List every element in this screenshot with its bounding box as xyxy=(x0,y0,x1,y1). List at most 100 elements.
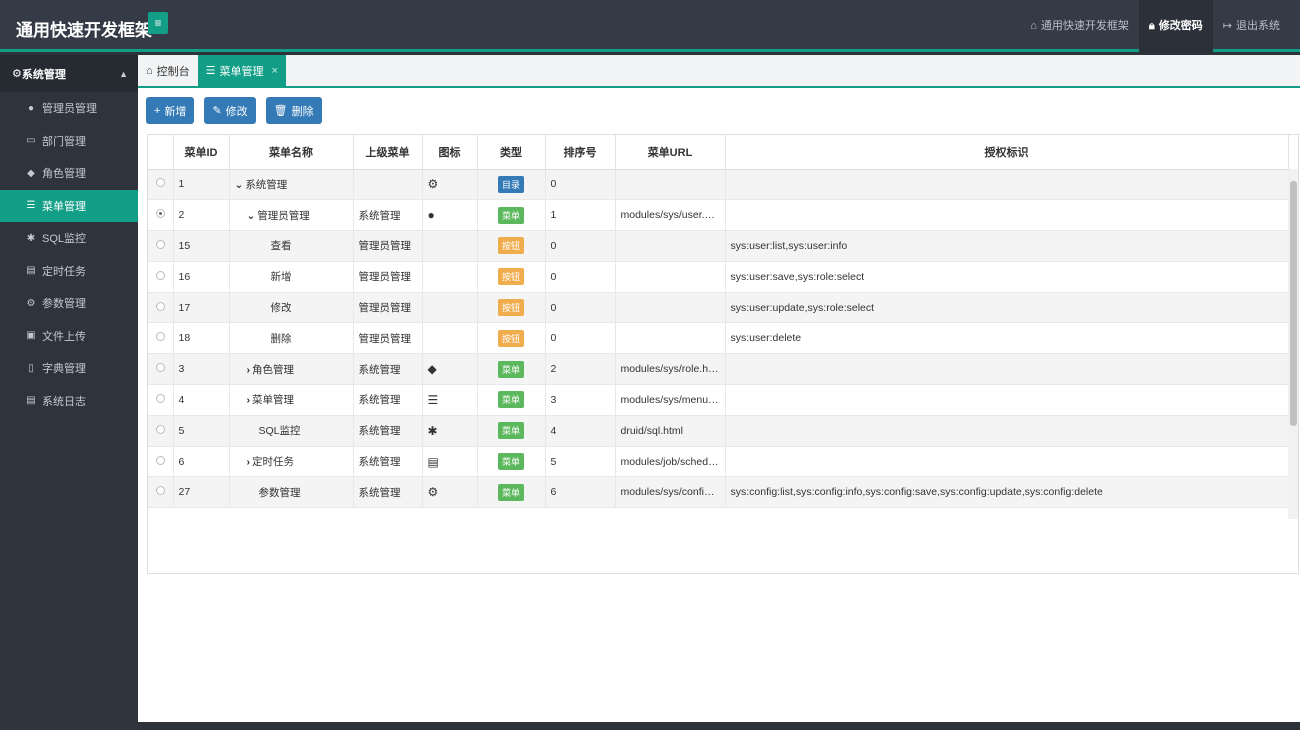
chevron-down-icon[interactable]: ⌄ xyxy=(246,209,256,222)
table-header[interactable]: 上级菜单 xyxy=(353,135,423,170)
cell-order: 2 xyxy=(545,353,616,386)
table-row[interactable]: 4 › 菜单管理 系统管理 ☰ 菜单 3 modules/sys/menu.h... xyxy=(148,384,1289,416)
row-select[interactable] xyxy=(148,199,174,232)
sidebar-item-log[interactable]: ▤ 系统日志 xyxy=(26,395,86,408)
app-brand[interactable]: 通用快速开发框架 xyxy=(16,21,152,41)
edit-icon: ✎ xyxy=(212,105,222,117)
gear-icon: ⚙ xyxy=(26,297,36,309)
chevron-right-icon[interactable]: › xyxy=(246,394,251,407)
list-icon: ☰ xyxy=(427,392,439,407)
row-select[interactable] xyxy=(148,322,174,355)
radio-button[interactable] xyxy=(155,486,165,496)
table-header[interactable]: 图标 xyxy=(422,135,478,170)
table-row[interactable]: 18 删除 管理员管理 按钮 0 sys:user:delete xyxy=(148,322,1289,355)
vertical-scrollbar[interactable] xyxy=(1288,169,1298,519)
table-header[interactable]: 类型 xyxy=(477,135,546,170)
radio-button[interactable] xyxy=(155,455,165,465)
radio-button[interactable] xyxy=(155,301,165,311)
cell-perms xyxy=(725,384,1289,416)
file-image-icon: ▣ xyxy=(26,330,36,342)
sidebar-group-system[interactable]: ⚙ 系统管理 ▲ xyxy=(0,55,138,92)
sidebar-item-dict[interactable]: ▯ 字典管理 xyxy=(0,352,138,385)
row-select[interactable] xyxy=(148,292,174,324)
chevron-right-icon[interactable]: › xyxy=(246,363,251,376)
cell-icon xyxy=(422,292,478,324)
bug-icon: ✱ xyxy=(26,232,36,244)
table-header[interactable]: 排序号 xyxy=(545,135,616,170)
edit-button[interactable]: ✎ 修改 xyxy=(204,97,256,124)
table-row[interactable]: 5 SQL监控 系统管理 ✱ 菜单 4 druid/sql.html xyxy=(148,415,1289,447)
user-icon: ● xyxy=(27,102,35,114)
sidebar-item-menu[interactable]: ☰ 菜单管理 xyxy=(0,189,138,222)
sidebar-item-admin[interactable]: ● 管理员管理 xyxy=(0,92,138,125)
sidebar-item-sql[interactable]: ✱ SQL监控 xyxy=(26,232,87,246)
cell-order: 0 xyxy=(545,292,616,324)
delete-button[interactable]: 🗑︎ 删除 xyxy=(265,97,322,124)
cell-parent xyxy=(353,169,423,201)
radio-button[interactable] xyxy=(155,393,165,403)
top-link-change-password[interactable]: 🔒︎ 修改密码 xyxy=(1138,0,1213,52)
cell-perms: sys:user:delete xyxy=(725,322,1289,355)
type-badge: 按钮 xyxy=(497,268,524,286)
cell-id: 16 xyxy=(173,261,230,293)
sidebar-item-dept[interactable]: ▭ 部门管理 xyxy=(26,135,86,148)
top-link-logout[interactable]: ↦ 退出系统 xyxy=(1213,0,1290,52)
cell-perms: sys:user:list,sys:user:info xyxy=(725,230,1289,262)
radio-button[interactable] xyxy=(155,178,165,188)
table-header[interactable]: 菜单ID xyxy=(173,135,230,170)
close-icon[interactable]: × xyxy=(271,64,278,77)
main-content: ⌂ 控制台 ☰ 菜单管理 × + 新增 ✎ 修改 🗑︎ 删除 菜单ID 菜单名称 上级菜单 … xyxy=(138,55,1300,722)
radio-button[interactable] xyxy=(155,209,165,219)
table-header[interactable]: 菜单URL xyxy=(615,135,726,170)
table-row[interactable]: 15 查看 管理员管理 按钮 0 sys:user:list,sys:user:info xyxy=(148,230,1289,262)
radio-button[interactable] xyxy=(155,424,165,434)
row-select[interactable] xyxy=(148,384,174,416)
table-row[interactable]: 1 ⌄ 系统管理 ⚙ 目录 0 xyxy=(148,169,1289,201)
tasks-icon: ▤ xyxy=(26,265,36,277)
table-header[interactable]: 授权标识 xyxy=(725,135,1289,170)
cell-name: SQL监控 xyxy=(229,415,354,447)
table-row[interactable]: 2 ⌄ 管理员管理 系统管理 ● 菜单 1 modules/sys/user.html xyxy=(148,199,1289,232)
sidebar-item-tasks[interactable]: ▤ 定时任务 xyxy=(26,265,86,278)
radio-button[interactable] xyxy=(155,363,165,373)
add-button[interactable]: + 新增 xyxy=(146,97,195,124)
file-icon: ▭ xyxy=(26,135,36,147)
table-header[interactable]: 菜单名称 xyxy=(229,135,354,170)
bug-icon: ✱ xyxy=(427,423,438,438)
cell-url: modules/sys/role.html xyxy=(615,353,726,386)
chevron-right-icon[interactable]: › xyxy=(246,456,251,469)
cell-url: modules/sys/config.... xyxy=(615,476,726,509)
chevron-down-icon[interactable]: ⌄ xyxy=(234,178,244,191)
cell-parent: 系统管理 xyxy=(353,415,423,447)
sidebar-item-upload[interactable]: ▣ 文件上传 xyxy=(26,330,86,343)
table-row[interactable]: 27 参数管理 系统管理 ⚙ 菜单 6 modules/sys/config.... sys:… xyxy=(148,476,1289,509)
row-select[interactable] xyxy=(148,169,174,201)
table-row[interactable]: 6 › 定时任务 系统管理 ▤ 菜单 5 modules/job/schedul... xyxy=(148,446,1289,478)
radio-button[interactable] xyxy=(155,270,165,280)
row-select[interactable] xyxy=(148,476,174,509)
table-header-row: 菜单ID 菜单名称 上级菜单 图标 类型 排序号 菜单URL 授权标识 xyxy=(148,135,1289,170)
row-select[interactable] xyxy=(148,230,174,262)
radio-button[interactable] xyxy=(155,239,165,249)
cell-icon: ▤ xyxy=(422,446,478,478)
cell-order: 0 xyxy=(545,169,616,201)
cell-type: 菜单 xyxy=(477,384,546,416)
menu-toggle-button[interactable]: ≡ xyxy=(148,12,168,34)
sidebar-item-config[interactable]: ⚙ 参数管理 xyxy=(26,297,86,311)
row-select[interactable] xyxy=(148,353,174,386)
table-row[interactable]: 16 新增 管理员管理 按钮 0 sys:user:save,sys:role:selec… xyxy=(148,261,1289,293)
row-select[interactable] xyxy=(148,261,174,293)
row-select[interactable] xyxy=(148,415,174,447)
table-row[interactable]: 17 修改 管理员管理 按钮 0 sys:user:update,sys:role:sel… xyxy=(148,292,1289,324)
scrollbar-thumb[interactable] xyxy=(1290,181,1297,426)
radio-button[interactable] xyxy=(155,332,165,342)
sidebar-item-role[interactable]: ◆ 角色管理 xyxy=(0,157,138,190)
row-select[interactable] xyxy=(148,446,174,478)
tab-menu-management[interactable]: ☰ 菜单管理 × xyxy=(197,55,286,86)
tab-dashboard[interactable]: ⌂ 控制台 xyxy=(138,55,198,86)
top-link-home[interactable]: ⌂ 通用快速开发框架 xyxy=(1020,0,1139,52)
cell-id: 4 xyxy=(173,384,230,416)
gear-icon: ⚙ xyxy=(427,485,439,500)
table-row[interactable]: 3 › 角色管理 系统管理 ◆ 菜单 2 modules/sys/role.html xyxy=(148,353,1289,386)
cell-perms xyxy=(725,169,1289,201)
